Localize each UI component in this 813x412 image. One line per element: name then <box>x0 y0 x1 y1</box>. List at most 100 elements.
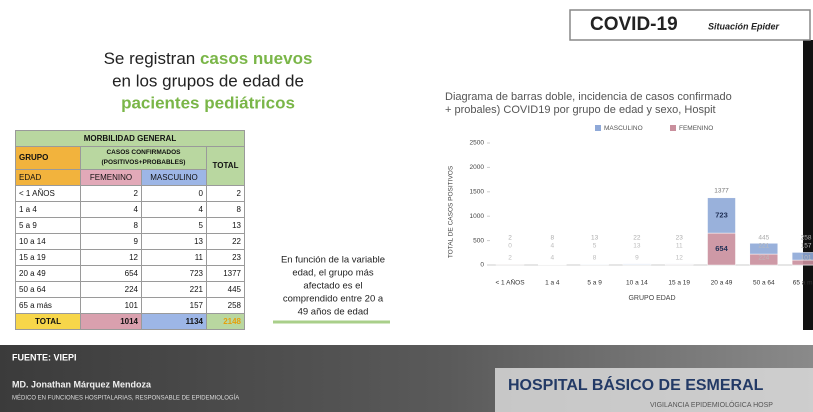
table-cell: 12 <box>80 249 142 266</box>
bar-segment <box>707 197 736 234</box>
footer-unit: VIGILANCIA EPIDEMIOLÓGICA HOSP <box>650 400 773 409</box>
footer-hospital: HOSPITAL BÁSICO DE ESMERAL <box>508 375 764 394</box>
footer-hospital-band <box>495 368 813 412</box>
x-tick-label: 20 a 49 <box>711 280 733 287</box>
headline-highlight: casos nuevos <box>200 49 312 68</box>
table-row: GRUPO CASOS CONFIRMADOS (POSITIVOS+PROBAB… <box>15 146 245 186</box>
table-cell: 8 <box>80 217 142 234</box>
table-cell: 654 <box>80 265 142 282</box>
x-tick-label: 10 a 14 <box>626 280 648 287</box>
segment-label: 654 <box>715 244 728 253</box>
table-row: 5 a 9 8 5 13 <box>15 217 245 234</box>
note-line: En función de la variable <box>281 255 385 266</box>
headline-line1: Se registran casos nuevos <box>104 49 313 68</box>
segment-label: 157 <box>801 243 812 250</box>
table-cell: 258 <box>206 297 245 314</box>
table-cell: 1014 <box>80 313 142 330</box>
segment-label: 0 <box>508 243 512 250</box>
x-axis-label: GRUPO EDAD <box>628 295 675 302</box>
table-cell: 10 a 14 <box>15 233 81 250</box>
y-tick-label: 1500 <box>470 189 485 196</box>
table-cell: 4 <box>141 201 207 218</box>
segment-label: 2 <box>508 255 512 262</box>
table-cell: 5 <box>141 217 207 234</box>
bar-segment <box>622 263 652 265</box>
footer-author: MD. Jonathan Márquez Mendoza <box>12 379 152 389</box>
note-line: 49 años de edad <box>298 307 369 318</box>
table-cell: GRUPO <box>15 146 81 170</box>
badge <box>569 9 811 41</box>
legend-swatch <box>670 125 676 131</box>
segment-label: 101 <box>801 255 812 262</box>
y-tick-label: 500 <box>473 237 484 244</box>
table-cell: 1377 <box>206 265 245 282</box>
total-label: 22 <box>633 235 641 242</box>
y-axis-label: TOTAL DE CASOS POSITIVOS <box>448 165 455 258</box>
table-cell: 13 <box>206 217 245 234</box>
segment-label: 224 <box>758 255 769 262</box>
table-cell: 445 <box>206 281 245 298</box>
headline-line2: en los grupos de edad de <box>112 71 304 90</box>
table-row: 15 a 19 12 11 23 <box>15 249 245 266</box>
total-label: 445 <box>758 235 769 242</box>
table-cell: 13 <box>141 233 207 250</box>
segment-label: 9 <box>635 255 639 262</box>
table-cell: 11 <box>141 249 207 266</box>
table-cell: 0 <box>141 185 207 202</box>
table-cell: TOTAL <box>15 313 81 330</box>
table-row: 65 a más 101 157 258 <box>15 297 245 314</box>
table-cell: 5 a 9 <box>15 217 81 234</box>
segment-label: 12 <box>676 255 684 262</box>
table-row: 20 a 49 654 723 1377 <box>15 265 245 282</box>
legend-label: FEMENINO <box>679 125 713 132</box>
x-tick-label: 15 a 19 <box>668 280 690 287</box>
table-cell: 20 a 49 <box>15 265 81 282</box>
footer-role: MÉDICO EN FUNCIONES HOSPITALARIAS, RESPO… <box>12 395 239 402</box>
table-cell: 4 <box>80 201 142 218</box>
y-tick-label: 1000 <box>470 213 485 220</box>
table-cell: 8 <box>206 201 245 218</box>
table-row: 50 a 64 224 221 445 <box>15 281 245 298</box>
x-tick-label: < 1 AÑOS <box>495 278 525 287</box>
table-cell: EDAD <box>15 169 81 186</box>
table-cell: 2 <box>80 185 142 202</box>
y-tick-label: 2500 <box>470 140 485 147</box>
segment-label: 221 <box>758 243 769 250</box>
table-cell: 23 <box>206 249 245 266</box>
headline-text: Se registran <box>104 49 200 68</box>
total-label: 1377 <box>714 188 729 195</box>
headline-line3: pacientes pediátricos <box>121 93 295 112</box>
total-label: 13 <box>591 235 599 242</box>
total-label: 23 <box>676 235 684 242</box>
table-row: 10 a 14 9 13 22 <box>15 233 245 250</box>
total-label: 258 <box>801 235 812 242</box>
table-cell: 157 <box>141 297 207 314</box>
segment-label: 13 <box>633 243 641 250</box>
bar-segment <box>749 243 779 255</box>
table-cell: 2 <box>206 185 245 202</box>
table-row: MORBILIDAD GENERAL <box>15 130 245 147</box>
chart-title: + probales) COVID19 por grupo de edad y … <box>445 104 716 116</box>
morbidity-table: MORBILIDAD GENERAL GRUPO CASOS CONFIRMADOS… <box>15 130 245 330</box>
table-cell: 1134 <box>141 313 207 330</box>
table-cell: 22 <box>206 233 245 250</box>
legend-swatch <box>595 125 601 131</box>
x-tick-label: 1 a 4 <box>545 280 560 287</box>
segment-label: 723 <box>715 210 728 219</box>
chart-title: Diagrama de barras doble, incidencia de … <box>445 91 732 103</box>
x-tick-label: 5 a 9 <box>587 280 602 287</box>
table-cell: 723 <box>141 265 207 282</box>
table-cell: 1 a 4 <box>15 201 81 218</box>
bar-segment <box>707 232 736 266</box>
table-cell: < 1 AÑOS <box>15 185 81 202</box>
x-tick-label: 50 a 64 <box>753 280 775 287</box>
table-cell: MASCULINO <box>141 169 207 186</box>
total-label: 2 <box>508 235 512 242</box>
legend-label: MASCULINO <box>604 125 643 132</box>
table-row: TOTAL 1014 1134 2148 <box>15 313 245 330</box>
segment-label: 4 <box>550 243 554 250</box>
